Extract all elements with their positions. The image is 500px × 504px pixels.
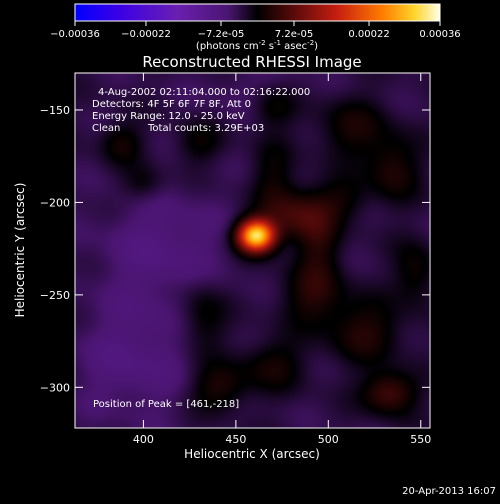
colorbar-tick-label: 7.2e-05 bbox=[275, 29, 313, 40]
annotation-total-counts: Total counts: 3.29E+03 bbox=[147, 123, 264, 134]
y-axis-label: Heliocentric Y (arcsec) bbox=[13, 183, 27, 318]
axis-ticks: 400 450 500 550 −150 −200 −250 −300 bbox=[40, 73, 431, 446]
annotation-energy-range: Energy Range: 12.0 - 25.0 keV bbox=[92, 111, 245, 122]
colorbar-tick-label: 0.00022 bbox=[348, 29, 389, 40]
y-tick-label: −150 bbox=[40, 104, 70, 117]
y-tick-label: −200 bbox=[40, 196, 70, 209]
x-tick-label: 400 bbox=[133, 433, 154, 446]
annotation-detectors: Detectors: 4F 5F 6F 7F 8F, Att 0 bbox=[92, 99, 251, 110]
x-axis-label: Heliocentric X (arcsec) bbox=[184, 447, 320, 461]
colorbar-label: (photons cm-2 s-1 asec-2) bbox=[196, 39, 318, 52]
heatmap-image bbox=[75, 73, 430, 428]
colorbar-tick-label: −0.00022 bbox=[121, 29, 171, 40]
colorbar bbox=[74, 3, 441, 22]
chart-title: Reconstructed RHESSI Image bbox=[142, 53, 361, 71]
plot-frame bbox=[74, 72, 431, 429]
y-tick-label: −300 bbox=[40, 381, 70, 394]
annotation-method: Clean bbox=[92, 123, 120, 134]
colorbar-tick-label: −7.2e-05 bbox=[198, 29, 245, 40]
colorbar-tick-label: 0.00036 bbox=[419, 29, 460, 40]
annotation-time-range: 4-Aug-2002 02:11:04.000 to 02:16:22.000 bbox=[98, 87, 310, 98]
colorbar-ticks: −0.00036 −0.00022 −7.2e-05 7.2e-05 0.00022 0.… bbox=[50, 21, 461, 40]
x-tick-label: 500 bbox=[318, 433, 339, 446]
colorbar-tick-label: −0.00036 bbox=[50, 29, 100, 40]
footer-timestamp: 20-Apr-2013 16:07 bbox=[402, 486, 496, 497]
x-tick-label: 550 bbox=[410, 433, 431, 446]
annotation-peak-position: Position of Peak = [461,-218] bbox=[93, 399, 239, 410]
x-tick-label: 450 bbox=[225, 433, 246, 446]
y-tick-label: −250 bbox=[40, 289, 70, 302]
